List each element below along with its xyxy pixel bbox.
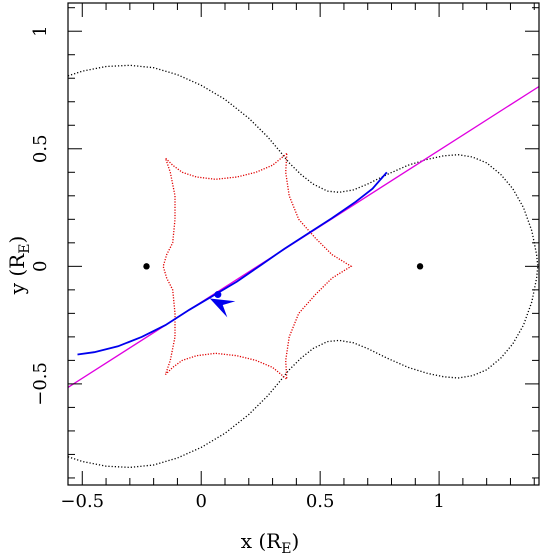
x-axis-title-text: x (R: [241, 529, 282, 553]
y-axis-title-text: y (R: [5, 253, 29, 295]
y-tick-label: 1: [30, 25, 51, 36]
direction-arrow: [209, 298, 236, 318]
x-axis-title-close: ): [291, 529, 299, 553]
y-tick-label: 0: [30, 261, 51, 272]
y-axis-title: y (RE): [5, 236, 33, 296]
x-tick-label: 0.5: [306, 491, 335, 512]
x-tick-label: 1: [433, 491, 444, 512]
tick-labels: −0.5 0 0.5 1 −0.5 0 0.5 1: [30, 25, 445, 512]
x-axis-title-subscript: E: [281, 541, 291, 555]
source-position-point: [214, 291, 222, 299]
caustic-curve: [162, 152, 353, 381]
y-axis-title-subscript: E: [17, 244, 33, 254]
lens-point-2: [416, 263, 424, 270]
critical-curve-lower: [68, 266, 539, 469]
x-tick-label: −0.5: [60, 491, 104, 512]
source-trajectory: [77, 171, 388, 356]
lens-point-1: [143, 263, 150, 270]
plot-frame: [67, 2, 540, 486]
y-tick-label: 0.5: [30, 134, 51, 163]
axis-ticks: [68, 3, 539, 485]
y-tick-label: −0.5: [30, 362, 51, 406]
critical-curve-upper: [68, 64, 539, 267]
plot-area: [68, 64, 539, 469]
x-axis-title: x (RE): [241, 529, 300, 555]
x-tick-label: 0: [195, 491, 206, 512]
y-axis-title-close: ): [5, 236, 29, 244]
